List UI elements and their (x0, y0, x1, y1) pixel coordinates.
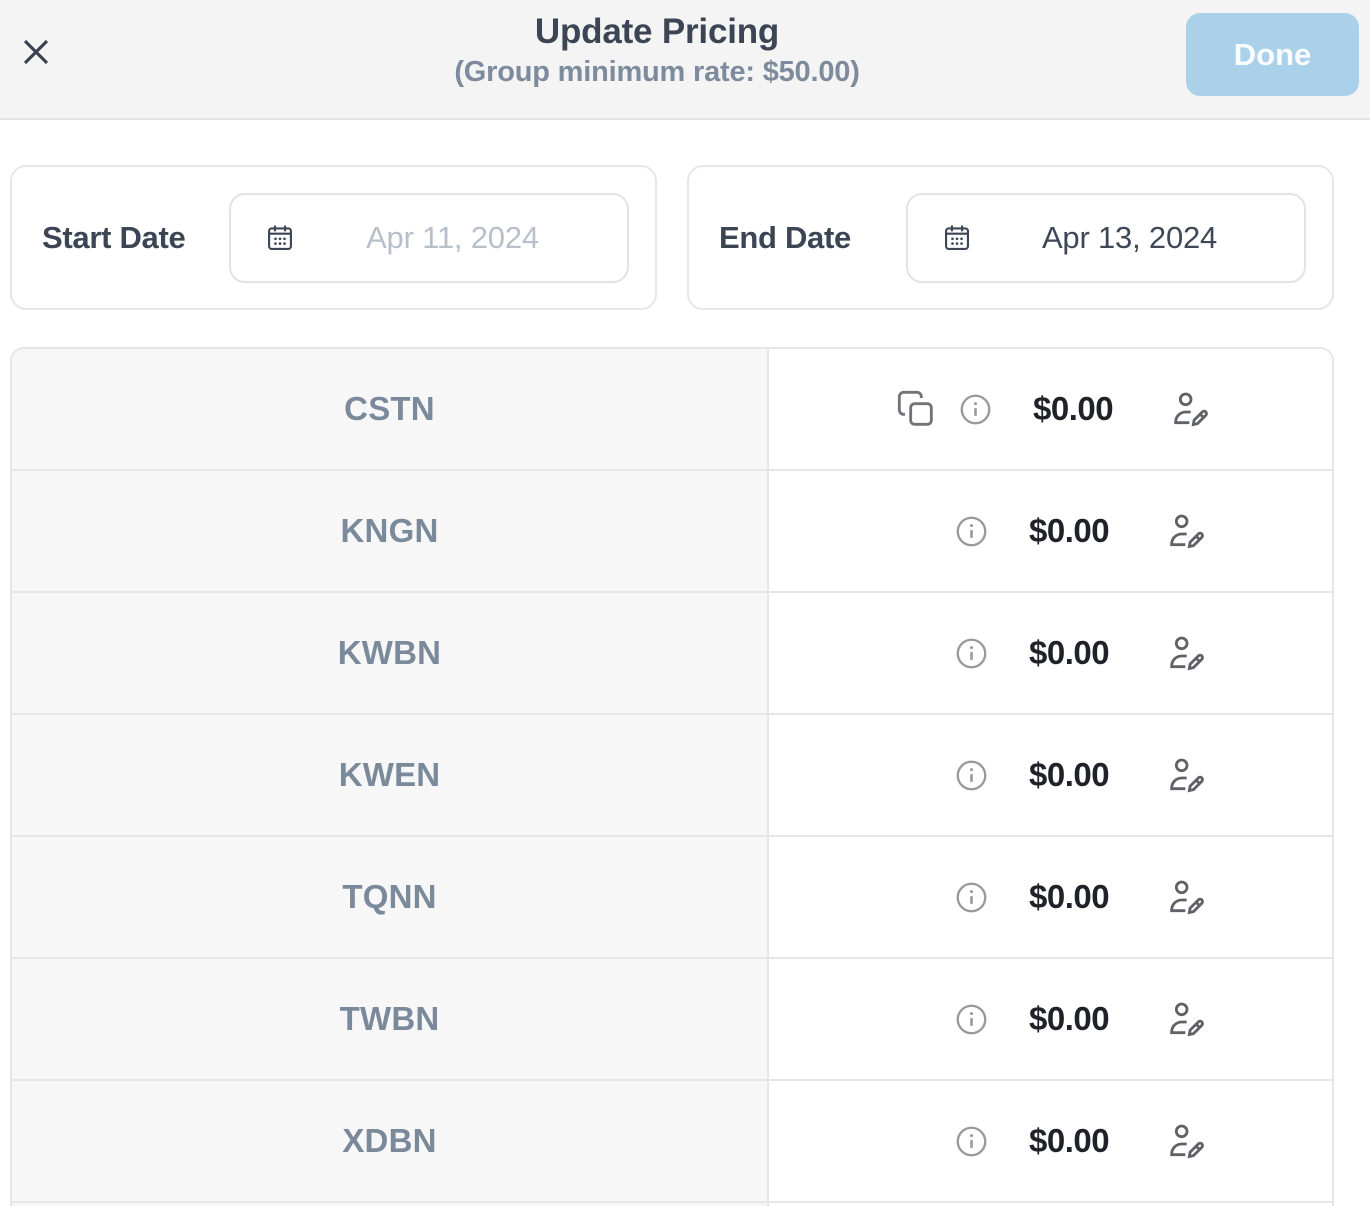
room-price: $0.00 (1029, 756, 1110, 793)
calendar-icon (941, 222, 973, 254)
info-icon (959, 393, 992, 426)
table-row-partial (12, 1203, 1332, 1206)
done-button[interactable]: Done (1186, 13, 1359, 96)
info-button[interactable] (959, 393, 992, 426)
date-filters: Start Date Apr 11, 2024 (10, 165, 1334, 310)
calendar-icon (264, 222, 296, 254)
end-date-card: End Date Apr 13, 2024 (687, 165, 1334, 310)
copy-button[interactable] (896, 389, 936, 429)
table-row: KWBN $0.00 (12, 593, 1332, 715)
room-code-cell: KNGN (12, 471, 769, 591)
room-price-cell: $0.00 (769, 715, 1332, 835)
table-row: KWEN $0.00 (12, 715, 1332, 837)
room-price-cell: $0.00 (769, 349, 1332, 469)
room-code: TQNN (342, 878, 437, 915)
page-title: Update Pricing (534, 12, 780, 51)
edit-price-button[interactable] (1165, 755, 1205, 795)
info-icon (955, 1003, 988, 1036)
person-edit-icon (1169, 389, 1209, 429)
info-icon (955, 637, 988, 670)
person-edit-icon (1165, 511, 1205, 551)
room-code: KWEN (338, 756, 441, 793)
info-button[interactable] (955, 1003, 988, 1036)
edit-price-button[interactable] (1165, 511, 1205, 551)
table-row: XDBN $0.00 (12, 1081, 1332, 1203)
info-button[interactable] (955, 1125, 988, 1158)
row-icons: $0.00 (955, 1121, 1205, 1161)
edit-price-button[interactable] (1165, 633, 1205, 673)
room-price-cell: $0.00 (769, 959, 1332, 1079)
room-code-cell: CSTN (12, 349, 769, 469)
edit-price-button[interactable] (1169, 389, 1209, 429)
table-row: TQNN $0.00 (12, 837, 1332, 959)
table-row: KNGN $0.00 (12, 471, 1332, 593)
table-row: TWBN $0.00 (12, 959, 1332, 1081)
info-icon (955, 1125, 988, 1158)
room-code-cell: XDBN (12, 1081, 769, 1201)
room-price: $0.00 (1029, 634, 1110, 671)
row-icons: $0.00 (955, 633, 1205, 673)
modal-body: Start Date Apr 11, 2024 (0, 165, 1370, 1206)
room-price-cell: $0.00 (769, 471, 1332, 591)
copy-icon (896, 389, 936, 429)
end-date-input[interactable]: Apr 13, 2024 (906, 192, 1306, 283)
row-icons: $0.00 (955, 755, 1205, 795)
row-icons: $0.00 (955, 511, 1205, 551)
start-date-value: Apr 11, 2024 (366, 219, 539, 255)
end-date-value: Apr 13, 2024 (1041, 219, 1218, 255)
close-button[interactable] (14, 30, 58, 74)
table-row: CSTN (12, 349, 1332, 471)
room-code: XDBN (342, 1122, 437, 1159)
row-icons: $0.00 (955, 877, 1205, 917)
x-icon (16, 32, 56, 72)
info-button[interactable] (955, 759, 988, 792)
room-code: TWBN (339, 1000, 440, 1037)
info-icon (955, 759, 988, 792)
edit-price-button[interactable] (1165, 877, 1205, 917)
room-code-cell: TQNN (12, 837, 769, 957)
room-price: $0.00 (1033, 390, 1114, 427)
room-price: $0.00 (1029, 512, 1110, 549)
room-code: KNGN (340, 512, 439, 549)
room-code-cell: KWBN (12, 593, 769, 713)
person-edit-icon (1165, 877, 1205, 917)
room-price: $0.00 (1029, 878, 1110, 915)
row-icons: $0.00 (955, 999, 1205, 1039)
end-date-label: End Date (719, 219, 851, 255)
info-icon (955, 881, 988, 914)
modal-header: Update Pricing (Group minimum rate: $50.… (0, 0, 1370, 120)
info-button[interactable] (955, 637, 988, 670)
room-code: CSTN (344, 390, 435, 427)
person-edit-icon (1165, 755, 1205, 795)
edit-price-button[interactable] (1165, 1121, 1205, 1161)
start-date-card: Start Date Apr 11, 2024 (10, 165, 657, 310)
room-code-cell: KWEN (12, 715, 769, 835)
info-button[interactable] (955, 515, 988, 548)
room-price-cell: $0.00 (769, 1081, 1332, 1201)
room-price: $0.00 (1029, 1000, 1110, 1037)
info-icon (955, 515, 988, 548)
room-price: $0.00 (1029, 1122, 1110, 1159)
pricing-table: CSTN (10, 347, 1334, 1206)
title-block: Update Pricing (Group minimum rate: $50.… (0, 12, 1314, 89)
row-icons: $0.00 (896, 389, 1209, 429)
pricing-table-body: CSTN (12, 349, 1332, 1203)
page-subtitle: (Group minimum rate: $50.00) (454, 56, 860, 88)
start-date-label: Start Date (42, 219, 186, 255)
person-edit-icon (1165, 1121, 1205, 1161)
room-price-cell: $0.00 (769, 837, 1332, 957)
info-button[interactable] (955, 881, 988, 914)
person-edit-icon (1165, 633, 1205, 673)
edit-price-button[interactable] (1165, 999, 1205, 1039)
room-price-cell: $0.00 (769, 593, 1332, 713)
person-edit-icon (1165, 999, 1205, 1039)
room-code-cell: TWBN (12, 959, 769, 1079)
room-code: KWBN (337, 634, 442, 671)
start-date-input[interactable]: Apr 11, 2024 (229, 192, 629, 283)
